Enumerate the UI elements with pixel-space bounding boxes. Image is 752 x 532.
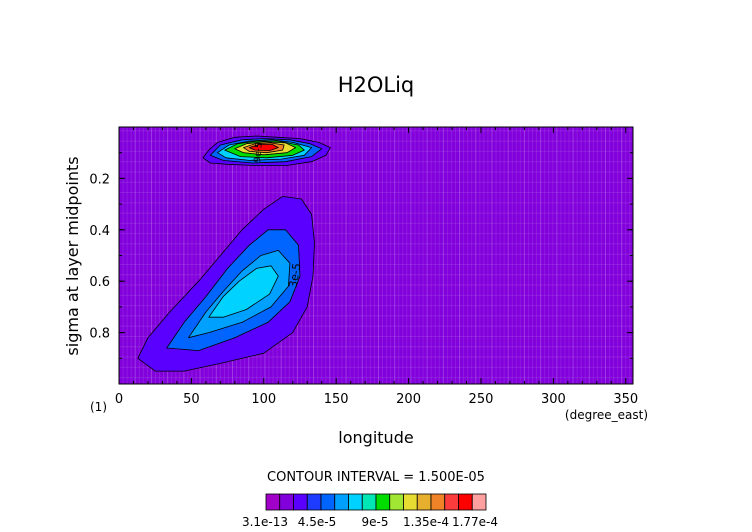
contour-label: 9e-5 bbox=[253, 142, 265, 163]
x-tick-label: 250 bbox=[469, 392, 494, 407]
colorbar-swatch bbox=[293, 493, 308, 511]
lower-blob-level-4 bbox=[208, 265, 279, 318]
colorbar-swatch bbox=[430, 493, 446, 511]
colorbar-swatch bbox=[320, 493, 336, 511]
colorbar-swatch bbox=[471, 493, 487, 511]
x-tick-label: 350 bbox=[613, 392, 638, 407]
colorbar-swatch bbox=[416, 493, 432, 511]
colorbar-label: 4.5e-5 bbox=[298, 515, 336, 529]
chart-title: H2OLiq bbox=[338, 73, 415, 97]
upper-blob-level-7 bbox=[248, 144, 279, 152]
contour-interval-text: CONTOUR INTERVAL = 1.500E-05 bbox=[267, 470, 485, 485]
colorbar bbox=[265, 493, 487, 511]
colorbar-label: 1.35e-4 bbox=[403, 515, 449, 529]
y-axis: 0.2 0.4 0.6 0.8 bbox=[89, 152, 633, 385]
colorbar-label: 1.77e-4 bbox=[452, 515, 498, 529]
x-tick-label: 100 bbox=[251, 392, 276, 407]
colorbar-swatch bbox=[458, 493, 473, 511]
x-axis-title: longitude bbox=[338, 428, 413, 447]
colorbar-swatch bbox=[265, 493, 281, 511]
contour-labels: 3e-5 9e-5 bbox=[253, 142, 304, 289]
colorbar-swatch bbox=[403, 493, 418, 511]
y-tick-label: 0.4 bbox=[89, 224, 110, 239]
x-tick-label: 0 bbox=[115, 392, 123, 407]
x-axis: 0 50 100 150 200 250 300 350 bbox=[115, 127, 638, 407]
contour-fills bbox=[137, 135, 331, 372]
x-tick-label: 300 bbox=[541, 392, 566, 407]
y-tick-label: 0.8 bbox=[89, 327, 110, 342]
colorbar-swatch bbox=[389, 493, 404, 511]
contour-label: 3e-5 bbox=[287, 262, 304, 289]
x-tick-label: 200 bbox=[396, 392, 421, 407]
y-tick-label: 0.2 bbox=[89, 172, 110, 187]
colorbar-swatch bbox=[375, 493, 391, 511]
panel-label: (1) bbox=[90, 400, 107, 414]
colorbar-swatch bbox=[306, 493, 322, 511]
colorbar-swatch bbox=[348, 493, 363, 511]
colorbar-labels: 3.1e-13 4.5e-5 9e-5 1.35e-4 1.77e-4 bbox=[242, 515, 498, 529]
colorbar-label: 3.1e-13 bbox=[242, 515, 288, 529]
colorbar-swatch bbox=[361, 493, 377, 511]
colorbar-swatch bbox=[444, 493, 459, 511]
x-tick-label: 50 bbox=[183, 392, 200, 407]
plot-area: 3e-5 9e-5 bbox=[118, 126, 634, 385]
y-axis-title: sigma at layer midpoints bbox=[63, 156, 82, 355]
y-tick-label: 0.6 bbox=[89, 275, 110, 290]
x-tick-label: 150 bbox=[324, 392, 349, 407]
colorbar-swatch bbox=[279, 493, 294, 511]
x-units-label: (degree_east) bbox=[565, 408, 648, 422]
colorbar-label: 9e-5 bbox=[362, 515, 389, 529]
colorbar-swatch bbox=[334, 493, 349, 511]
